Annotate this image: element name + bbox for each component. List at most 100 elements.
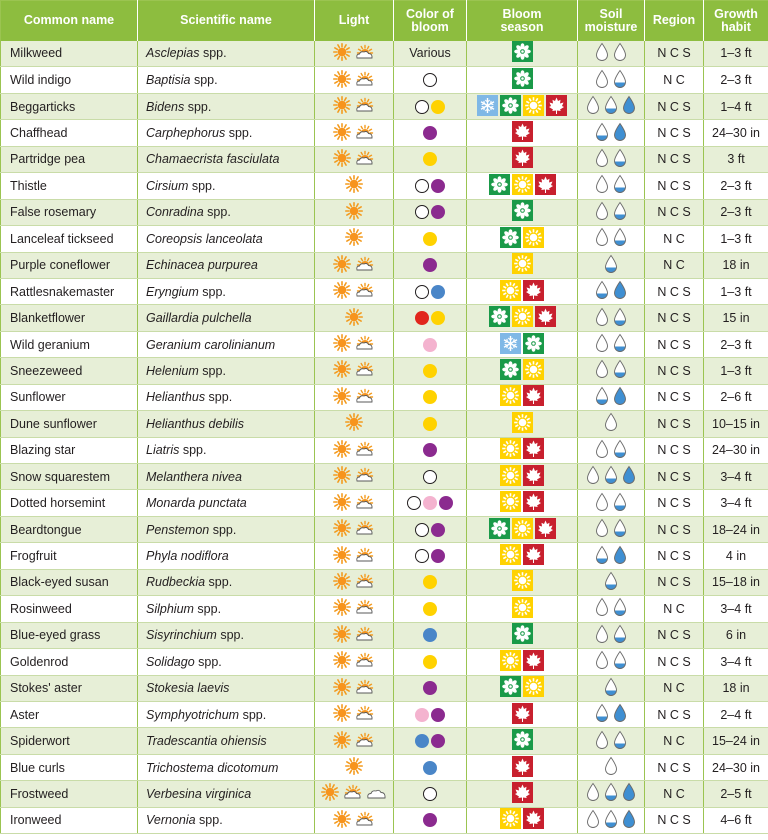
partly-cloudy-icon: [353, 704, 375, 725]
table-row: Milkweed Asclepias spp. Various N C S 1–…: [0, 40, 768, 68]
scientific-name-cell: Helianthus debilis: [137, 410, 315, 438]
bloom-season-cell: [466, 384, 578, 412]
scientific-name-cell: Penstemon spp.: [137, 516, 315, 544]
bloom-color-pink-dot: [423, 337, 437, 352]
bloom-color-cell: [393, 357, 467, 385]
bloom-color-white-dot: [415, 205, 429, 220]
light-cell: [314, 648, 394, 676]
sun-icon: [333, 281, 352, 302]
region-cell: N C S: [644, 807, 704, 835]
growth-habit-cell: 2–6 ft: [703, 384, 768, 412]
growth-habit-cell: 3–4 ft: [703, 648, 768, 676]
region-cell: N C S: [644, 463, 704, 491]
moist-soil-drop-icon: [612, 359, 628, 382]
growth-habit-cell: 4 in: [703, 542, 768, 570]
common-name-cell: Beardtongue: [0, 516, 138, 544]
sun-icon: [333, 334, 352, 355]
common-name-cell: Beggarticks: [0, 93, 138, 121]
common-name-cell: Wild indigo: [0, 66, 138, 94]
growth-habit-cell: 15–18 in: [703, 569, 768, 597]
soil-moisture-cell: [577, 727, 645, 755]
sun-icon: [333, 42, 352, 64]
bloom-color-yellow-dot: [431, 311, 445, 326]
table-row: Frogfruit Phyla nodiflora N C S 4 in: [0, 542, 768, 570]
growth-habit-cell: 3–4 ft: [703, 463, 768, 491]
soil-moisture-cell: [577, 119, 645, 147]
soil-moisture-cell: [577, 331, 645, 359]
partly-cloudy-icon: [353, 678, 375, 699]
scientific-name-cell: Vernonia spp.: [137, 807, 315, 835]
partly-cloudy-icon: [353, 466, 375, 487]
region-cell: N C S: [644, 648, 704, 676]
growth-habit-cell: 2–3 ft: [703, 172, 768, 200]
bloom-color-cell: [393, 252, 467, 279]
table-row: Blue-eyed grass Sisyrinchium spp. N C S …: [0, 622, 768, 650]
partly-cloudy-icon: [353, 731, 375, 752]
dry-soil-drop-icon: [594, 333, 610, 356]
header-common-name: Common name: [0, 0, 138, 41]
bloom-color-purple-dot: [431, 205, 445, 220]
partly-cloudy-icon: [353, 70, 375, 91]
partly-cloudy-icon: [353, 572, 375, 593]
header-bloom-color: Color of bloom: [393, 0, 467, 41]
light-cell: [314, 595, 394, 623]
table-row: Goldenrod Solidago spp. N C S 3–4 ft: [0, 648, 768, 676]
fall-season-icon: [523, 808, 544, 832]
bloom-color-cell: [393, 727, 467, 755]
bloom-season-cell: [466, 675, 578, 702]
soil-moisture-cell: [577, 357, 645, 385]
light-cell: [314, 780, 394, 808]
growth-habit-cell: 3–4 ft: [703, 489, 768, 517]
light-cell: [314, 675, 394, 702]
light-cell: [314, 93, 394, 121]
bloom-season-cell: [466, 727, 578, 755]
bloom-season-cell: [466, 569, 578, 597]
bloom-season-cell: [466, 410, 578, 438]
bloom-color-white-dot: [415, 99, 429, 114]
soil-moisture-cell: [577, 622, 645, 650]
summer-season-icon: [511, 173, 533, 198]
soil-moisture-cell: [577, 172, 645, 200]
summer-season-icon: [511, 306, 533, 330]
bloom-color-yellow-dot: [423, 152, 437, 167]
soil-moisture-cell: [577, 146, 645, 174]
region-cell: N C: [644, 727, 704, 755]
scientific-name-cell: Tradescantia ohiensis: [137, 727, 315, 755]
common-name-cell: Rattlesnakemaster: [0, 278, 138, 306]
common-name-cell: Chaffhead: [0, 119, 138, 147]
region-cell: N C S: [644, 384, 704, 412]
light-cell: [314, 357, 394, 385]
region-cell: N C S: [644, 331, 704, 359]
table-row: Wild geranium Geranium carolinianum N C …: [0, 331, 768, 359]
common-name-cell: Blanketflower: [0, 304, 138, 332]
scientific-name-cell: Trichostema dicotomum: [137, 754, 315, 782]
bloom-color-white-dot: [415, 284, 429, 299]
scientific-name-cell: Sisyrinchium spp.: [137, 622, 315, 650]
table-row: Black-eyed susan Rudbeckia spp. N C S 15…: [0, 569, 768, 597]
moist-soil-drop-icon: [603, 677, 619, 700]
partly-cloudy-icon: [353, 651, 375, 672]
bloom-season-cell: [466, 595, 578, 623]
bloom-season-cell: [466, 754, 578, 782]
table-row: Partridge pea Chamaecrista fasciulata N …: [0, 146, 768, 174]
table-row: False rosemary Conradina spp. N C S 2–3 …: [0, 199, 768, 227]
partly-cloudy-icon: [353, 493, 375, 514]
soil-moisture-cell: [577, 410, 645, 438]
sun-icon: [333, 545, 352, 567]
spring-season-icon: [511, 68, 533, 92]
table-row: Sneezeweed Helenium spp. N C S 1–3 ft: [0, 357, 768, 385]
scientific-name-cell: Solidago spp.: [137, 648, 315, 676]
region-cell: N C: [644, 595, 704, 623]
bloom-color-purple-dot: [431, 522, 445, 537]
bloom-color-cell: [393, 172, 467, 200]
light-cell: [314, 542, 394, 570]
region-cell: N C S: [644, 172, 704, 200]
sun-icon: [333, 492, 352, 514]
dry-soil-drop-icon: [594, 730, 610, 753]
growth-habit-cell: 15–24 in: [703, 727, 768, 755]
growth-habit-cell: 15 in: [703, 304, 768, 332]
common-name-cell: Frogfruit: [0, 542, 138, 570]
common-name-cell: Wild geranium: [0, 331, 138, 359]
light-cell: [314, 727, 394, 755]
sun-icon: [333, 466, 352, 487]
